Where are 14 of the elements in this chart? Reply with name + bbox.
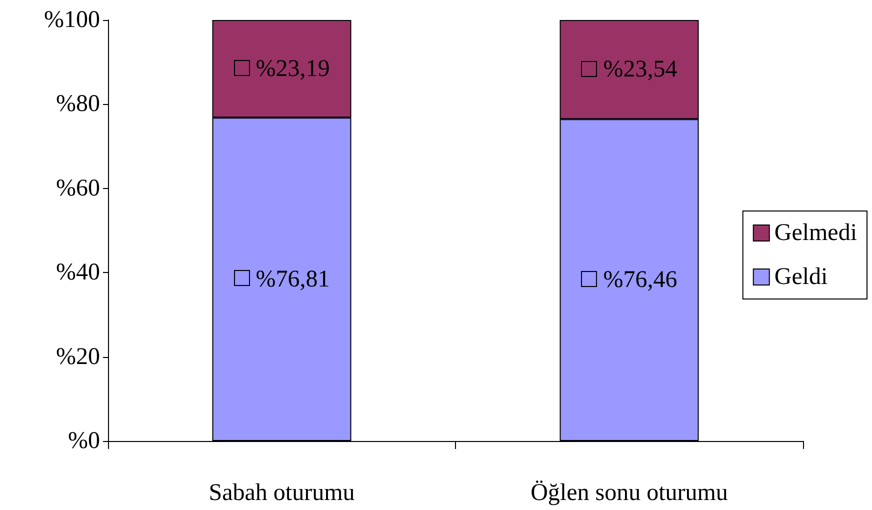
data-label: %23,54: [603, 56, 678, 83]
y-tick-label: %0: [68, 428, 100, 454]
data-label: %76,46: [603, 267, 678, 294]
legend-label: Geldi: [774, 264, 828, 290]
y-tick-label: %80: [56, 91, 100, 118]
y-tick-label: %40: [56, 260, 100, 286]
data-label: %76,81: [256, 266, 330, 292]
x-tick-label: Öğlen sonu oturumu: [530, 480, 728, 506]
x-tick-label: Sabah oturumu: [208, 480, 355, 506]
y-tick-label: %20: [56, 344, 100, 370]
y-tick-label: %100: [44, 7, 100, 33]
legend-label: Gelmedi: [774, 220, 858, 246]
data-label: %23,19: [256, 56, 330, 82]
y-tick-label: %60: [56, 175, 100, 202]
